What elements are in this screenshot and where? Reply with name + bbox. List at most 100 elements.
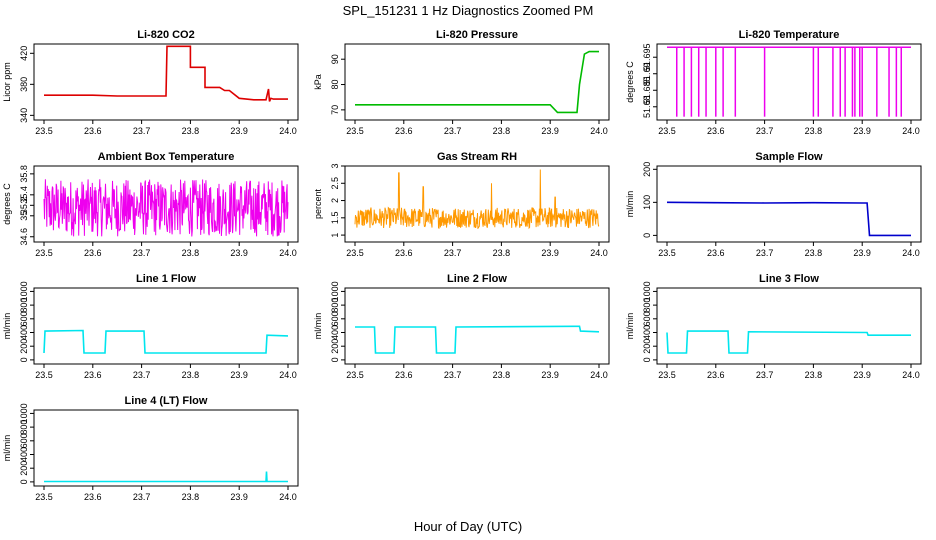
y-tick-label: 1.5 <box>330 212 340 225</box>
x-tick-label: 23.6 <box>84 126 102 136</box>
x-tick-label: 23.6 <box>707 370 725 380</box>
y-axis-label: Licor ppm <box>2 62 12 102</box>
y-tick-label: 200 <box>642 162 652 177</box>
y-tick-label: 100 <box>642 195 652 210</box>
x-tick-label: 23.6 <box>395 248 413 258</box>
y-tick-label: 340 <box>19 108 29 123</box>
x-tick-label: 23.5 <box>346 126 364 136</box>
y-axis-label: ml/min <box>625 191 635 218</box>
panel-9: Line 3 Flow ml/min 23.5 23.6 23.7 23.8 23.9 24.… <box>625 273 922 380</box>
y-tick-label: 600 <box>19 311 29 326</box>
panel-title: Sample Flow <box>755 151 823 163</box>
x-tick-label: 23.5 <box>35 248 53 258</box>
x-tick-label: 23.7 <box>133 492 151 502</box>
x-tick-label: 23.5 <box>346 370 364 380</box>
panel-1: Li-820 CO2 Licor ppm 23.5 23.6 23.7 23.8 23.9 2… <box>2 29 299 136</box>
panel-5: Gas Stream RH percent 23.5 23.6 23.7 23.8 23.9… <box>313 151 610 258</box>
x-tick-label: 23.5 <box>658 370 676 380</box>
x-tick-label: 23.6 <box>84 248 102 258</box>
panel-title: Line 2 Flow <box>447 273 507 285</box>
y-tick-label: 0 <box>19 479 29 484</box>
y-tick-label: 80 <box>330 80 340 90</box>
x-tick-label: 23.9 <box>853 370 871 380</box>
y-tick-label: 200 <box>330 339 340 354</box>
plot-frame <box>656 43 922 121</box>
y-axis-label: ml/min <box>2 313 12 340</box>
plot-frame <box>656 287 922 365</box>
y-tick-label: 600 <box>642 311 652 326</box>
x-tick-label: 23.5 <box>346 248 364 258</box>
plot-frame <box>33 43 299 121</box>
x-tick-label: 23.8 <box>805 248 823 258</box>
panel-4: Ambient Box Temperature degrees C 23.5 23.6… <box>2 151 299 258</box>
x-tick-label: 23.9 <box>853 126 871 136</box>
x-tick-label: 24.0 <box>902 248 920 258</box>
plot-frame <box>656 165 922 243</box>
figure-x-label: Hour of Day (UTC) <box>414 519 522 534</box>
y-tick-label: 200 <box>19 339 29 354</box>
x-tick-label: 24.0 <box>590 126 608 136</box>
y-tick-label: 51.685 <box>642 76 652 104</box>
panel-10: Line 4 (LT) Flow ml/min 23.5 23.6 23.7 23.8 23… <box>2 395 299 502</box>
plot-frame <box>33 287 299 365</box>
y-axis-label: percent <box>313 188 323 219</box>
y-axis-label: kPa <box>313 74 323 90</box>
y-tick-label: 35.8 <box>19 165 29 183</box>
panel-title: Ambient Box Temperature <box>98 151 235 163</box>
x-tick-label: 23.8 <box>493 248 511 258</box>
y-tick-label: 3 <box>330 163 340 168</box>
x-tick-label: 23.9 <box>230 492 248 502</box>
x-tick-label: 23.8 <box>805 370 823 380</box>
x-tick-label: 23.8 <box>493 126 511 136</box>
x-tick-label: 23.5 <box>658 126 676 136</box>
y-tick-label: 400 <box>330 325 340 340</box>
y-tick-label: 400 <box>19 325 29 340</box>
y-tick-label: 1000 <box>19 403 29 423</box>
y-tick-label: 380 <box>19 77 29 92</box>
y-tick-label: 0 <box>19 357 29 362</box>
x-tick-label: 23.5 <box>35 370 53 380</box>
y-tick-label: 200 <box>642 339 652 354</box>
x-tick-label: 23.8 <box>182 126 200 136</box>
x-tick-label: 24.0 <box>902 370 920 380</box>
y-tick-label: 2.5 <box>330 177 340 190</box>
x-tick-label: 23.8 <box>805 126 823 136</box>
y-tick-label: 400 <box>642 325 652 340</box>
y-tick-label: 800 <box>642 298 652 313</box>
panel-title: Li-820 Pressure <box>436 29 518 41</box>
x-tick-label: 24.0 <box>279 126 297 136</box>
x-tick-label: 23.7 <box>444 126 462 136</box>
panel-7: Line 1 Flow ml/min 23.5 23.6 23.7 23.8 23.9 24.… <box>2 273 299 380</box>
plot-frame <box>344 43 610 121</box>
x-tick-label: 23.8 <box>493 370 511 380</box>
y-axis-label: degrees C <box>2 183 12 225</box>
series-line <box>355 325 600 354</box>
y-tick-label: 0 <box>642 357 652 362</box>
x-tick-label: 24.0 <box>279 492 297 502</box>
y-tick-label: 35 <box>19 211 29 221</box>
y-axis-label: ml/min <box>313 313 323 340</box>
x-tick-label: 23.6 <box>707 126 725 136</box>
series-line <box>43 329 289 354</box>
y-tick-label: 1 <box>330 233 340 238</box>
x-tick-label: 23.9 <box>541 248 559 258</box>
x-tick-label: 23.5 <box>35 492 53 502</box>
y-tick-label: 90 <box>330 54 340 64</box>
x-tick-label: 23.9 <box>853 248 871 258</box>
x-tick-label: 24.0 <box>590 248 608 258</box>
y-tick-label: 1000 <box>642 281 652 301</box>
x-tick-label: 24.0 <box>279 248 297 258</box>
x-tick-label: 23.7 <box>444 248 462 258</box>
x-tick-label: 23.9 <box>541 370 559 380</box>
y-tick-label: 400 <box>19 447 29 462</box>
y-tick-label: 420 <box>19 46 29 61</box>
panel-2: Li-820 Pressure kPa 23.5 23.6 23.7 23.8 23.9 24… <box>313 29 610 136</box>
y-tick-label: 600 <box>19 433 29 448</box>
y-tick-label: 51.68 <box>642 96 652 119</box>
x-tick-label: 23.7 <box>756 370 774 380</box>
y-tick-label: 200 <box>19 461 29 476</box>
x-tick-label: 23.6 <box>84 492 102 502</box>
y-axis-label: ml/min <box>625 313 635 340</box>
x-tick-label: 23.7 <box>444 370 462 380</box>
